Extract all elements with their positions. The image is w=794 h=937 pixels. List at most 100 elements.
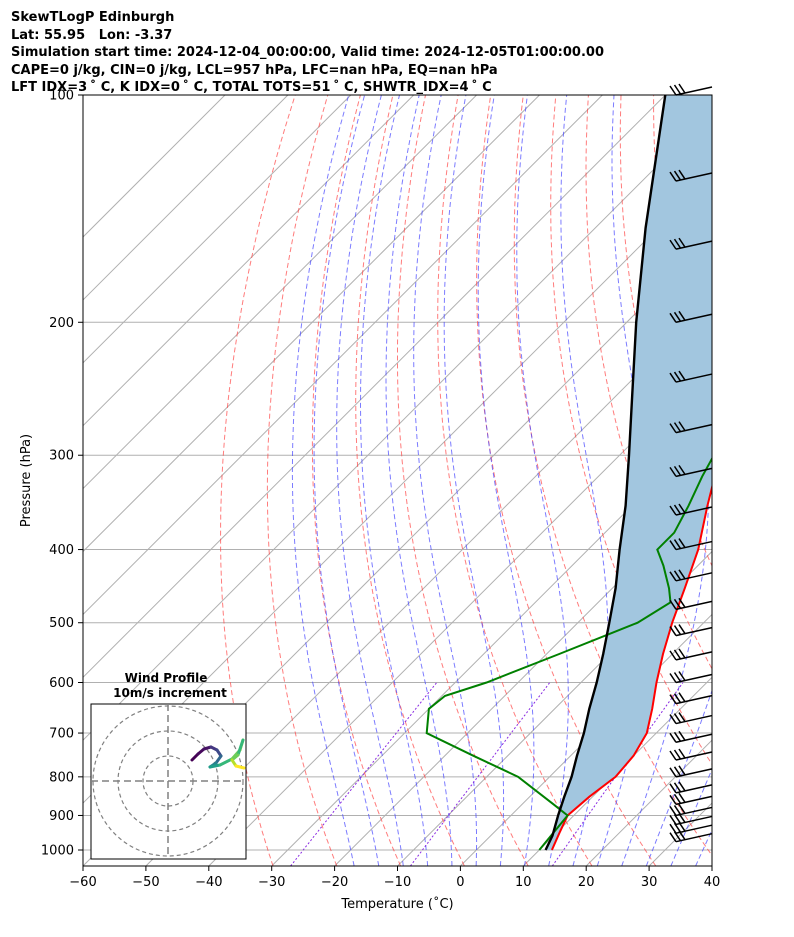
y-tick-label: 300 [49,449,74,464]
wind-barb [669,781,713,794]
mixing-ratio-line [551,682,684,866]
moist-adiabat-line [745,95,794,866]
isotherm-line [522,676,712,866]
wind-barb [669,648,713,661]
dry-adiabat-line [476,95,657,866]
isotherm-line [83,95,540,553]
isotherm-line [83,95,352,364]
dry-adiabat-line [719,95,794,866]
isotherm-line [271,424,712,866]
x-tick-label: −20 [321,875,348,890]
hodograph-segment [234,764,246,770]
x-tick-label: −30 [258,875,285,890]
moist-adiabat-line [670,767,712,866]
moist-adiabat-line [313,95,380,866]
isotherm-line [208,362,712,866]
y-tick-label: 200 [49,316,74,331]
isotherm-line [397,550,712,866]
wind-barb [669,421,713,434]
wind-barb [669,569,713,582]
moist-adiabat-line [621,95,710,866]
wind-barb [669,730,713,744]
x-tick-label: −40 [195,875,222,890]
wind-barb [669,370,713,383]
wind-barb [669,748,713,761]
mixing-ratio-line [290,682,438,866]
wind-barb [669,237,713,250]
y-tick-label: 900 [49,809,74,824]
wind-barb [669,765,713,778]
wind-barb [669,538,713,551]
dry-adiabat-line [437,95,593,866]
moist-adiabat-line [516,95,569,866]
moist-adiabat-line [291,95,355,866]
moist-adiabat-line [336,95,404,866]
dry-adiabat-line [585,95,712,670]
mixing-ratio-line [409,682,551,866]
hodograph-segment [236,738,245,757]
isotherm-line [83,110,712,741]
header-indices: LFT IDX=3 ˚ C, K IDX=0 ˚ C, TOTAL TOTS=5… [11,80,492,95]
isotherm-line [145,299,712,866]
hodograph-subtitle: 10m/s increment [113,686,227,700]
axes: −60 −50 −40 −30 −20 −10 0 10 20 30 40 1000 900 800 700… [19,89,720,913]
isotherm-line [83,95,415,427]
y-tick-label: 800 [49,770,74,785]
moist-adiabat-line [360,95,429,866]
isotherm-line [83,95,603,616]
wind-barb [669,169,713,182]
moist-adiabat-line [443,95,505,866]
moist-adiabat-line [385,95,453,866]
dry-adiabat-line [266,95,338,866]
wind-barb [669,83,713,96]
header-cape-cin: CAPE=0 j/kg, CIN=0 j/kg, LCL=957 hPa, LF… [11,62,498,78]
y-axis-label: Pressure (hPa) [19,434,34,527]
wind-barb [669,813,713,826]
x-tick-label: −60 [69,875,96,890]
hodograph-segment [208,763,222,769]
wind-barb [669,804,713,817]
y-tick-label: 500 [49,616,74,631]
x-tick-label: −50 [132,875,159,890]
x-tick-label: 30 [641,875,658,890]
y-tick-label: 700 [49,727,74,742]
header-location: Lat: 55.95 Lon: -3.37 [11,27,173,43]
isotherm-line [83,95,289,301]
y-tick-label: 1000 [41,844,74,859]
y-tick-label: 100 [49,89,74,104]
wind-barb [669,624,713,637]
moist-adiabat-line [413,95,478,866]
x-axis-label: Temperature (˚C) [340,896,453,912]
x-tick-label: 0 [456,875,464,890]
dewpoint-line [425,456,712,851]
wind-barb [669,310,713,324]
wind-barb [669,692,713,705]
wind-barb [669,792,713,806]
hodograph-rings [91,704,246,859]
temperature-line [550,483,712,851]
dry-adiabat-line [751,95,794,866]
x-tick-label: 40 [704,875,721,890]
chart-header: SkewTLogP Edinburgh Lat: 55.95 Lon: -3.3… [11,9,604,97]
y-tick-label: 600 [49,676,74,691]
sounding-profiles [425,95,712,851]
y-tick-label: 400 [49,543,74,558]
wind-barb [669,503,713,516]
moist-adiabat-line [477,95,535,866]
dry-adiabat-line [397,95,529,866]
wind-barbs [669,83,713,843]
isotherm-line [83,95,226,238]
isotherm-line [711,865,712,866]
isotherm-line [83,95,666,679]
hodograph-segment [218,757,234,767]
x-tick-label: 20 [578,875,595,890]
x-tick-label: 10 [515,875,532,890]
dry-adiabat-line [219,95,296,866]
isotherm-line [83,95,477,490]
wind-barb [669,464,713,478]
moist-adiabat-line [645,689,712,866]
header-station: SkewTLogP Edinburgh [11,10,175,25]
wind-barb [669,671,713,684]
